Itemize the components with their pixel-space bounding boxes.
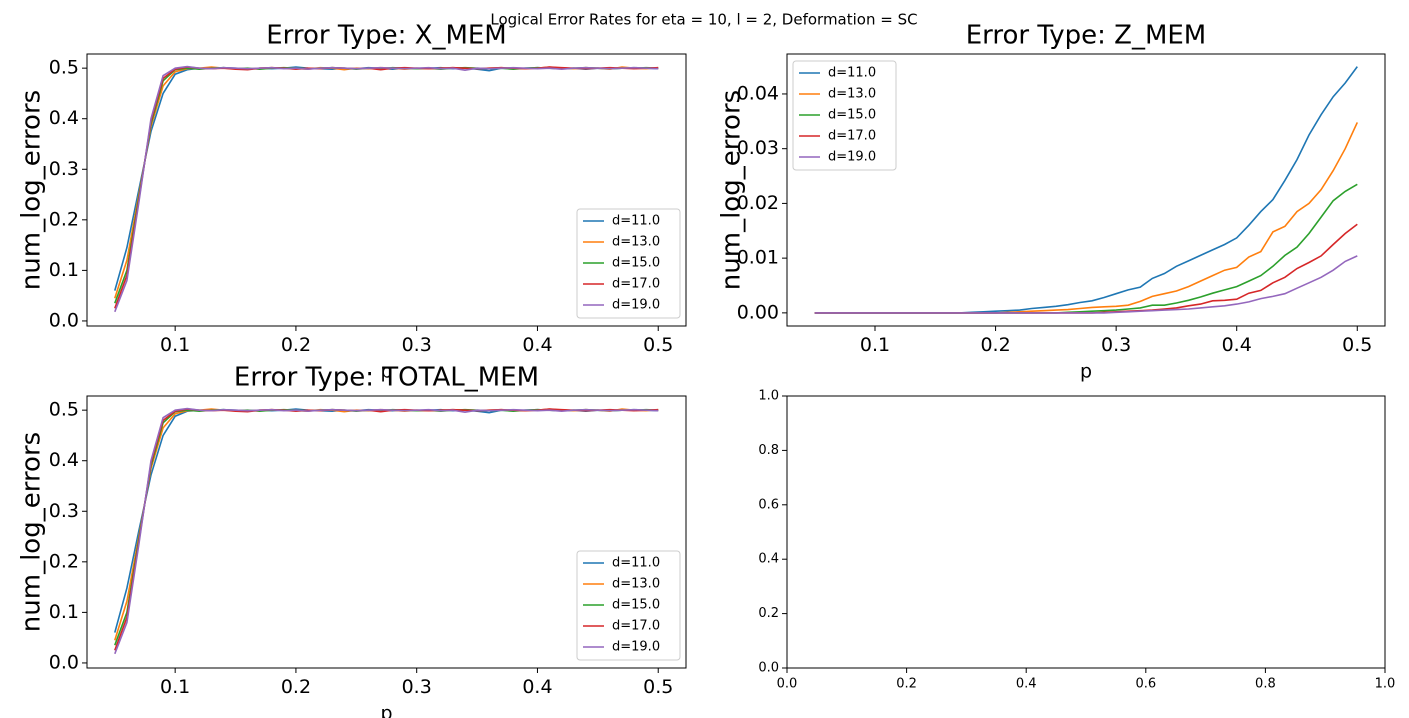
subplot-title: Error Type: Z_MEM (966, 21, 1207, 51)
axes-frame (786, 395, 1386, 669)
y-axis-label: num_log_errors (717, 90, 747, 290)
y-tick-label: 0.4 (49, 107, 79, 129)
y-axis-label: num_log_errors (17, 432, 47, 632)
legend-label: d=15.0 (828, 108, 876, 123)
y-tick-label: 0.8 (758, 443, 779, 458)
x-tick-label: 0.4 (522, 334, 552, 356)
legend-label: d=13.0 (828, 87, 876, 102)
y-tick-label: 0.2 (758, 606, 779, 621)
y-tick-label: 0.1 (49, 259, 79, 281)
x-tick-label: 0.3 (402, 334, 432, 356)
x-tick-label: 0.5 (643, 676, 673, 698)
x-tick-label: 1.0 (1375, 676, 1396, 691)
axes-frame (86, 53, 687, 327)
y-tick-label: 1.0 (758, 389, 779, 404)
y-tick-label: 0.0 (49, 309, 79, 331)
x-tick-label: 0.5 (1342, 334, 1372, 356)
x-tick-label: 0.8 (1255, 676, 1276, 691)
legend-box (576, 208, 681, 319)
y-tick-label: 0.3 (49, 158, 79, 180)
legend-label: d=19.0 (828, 150, 876, 165)
x-tick-label: 0.2 (281, 676, 311, 698)
legend-label: d=17.0 (612, 277, 660, 292)
legend-label: d=11.0 (612, 556, 660, 571)
x-axis-label: p (380, 703, 392, 718)
subplot: 0.1 0.2 0.3 0.4 0.5 0.00 0.01 0.02 0.03 0.04num_l… (717, 21, 1386, 383)
y-axis-label: num_log_errors (17, 90, 47, 290)
legend-label: d=19.0 (612, 640, 660, 655)
subplot-title: Error Type: TOTAL_MEM (234, 363, 539, 393)
y-tick-label: 0.2 (49, 550, 79, 572)
legend-label: d=11.0 (828, 66, 876, 81)
legend-box (792, 60, 897, 171)
y-tick-label: 0.03 (737, 137, 779, 159)
x-tick-label: 0.2 (896, 676, 917, 691)
legend: d=11.0 d=13.0 d=15.0 d=17.0 d=19.0 (576, 208, 681, 319)
x-axis-label: p (1080, 361, 1092, 383)
x-tick-label: 0.5 (643, 334, 673, 356)
legend-label: d=13.0 (612, 235, 660, 250)
legend-label: d=17.0 (828, 129, 876, 144)
data-line (814, 223, 1358, 314)
x-tick-label: 0.1 (160, 334, 190, 356)
x-tick-label: 0.4 (1222, 334, 1252, 356)
x-tick-label: 0.1 (860, 334, 890, 356)
x-tick-label: 0.3 (1101, 334, 1131, 356)
x-tick-label: 0.4 (522, 676, 552, 698)
y-tick-label: 0.6 (758, 497, 779, 512)
y-tick-label: 0.2 (49, 208, 79, 230)
legend-label: d=13.0 (612, 577, 660, 592)
y-tick-label: 0.4 (49, 449, 79, 471)
y-tick-label: 0.5 (49, 399, 79, 421)
y-tick-label: 0.01 (737, 247, 779, 269)
subplot: 0.0 0.2 0.4 0.6 0.8 1.0 0.0 0.2 0.4 0.6 0.8 1.0 (758, 389, 1395, 692)
y-tick-label: 0.5 (49, 57, 79, 79)
y-tick-label: 0.04 (737, 82, 779, 104)
y-tick-label: 0.3 (49, 500, 79, 522)
y-tick-label: 0.00 (737, 301, 779, 323)
x-tick-label: 0.6 (1135, 676, 1156, 691)
legend-label: d=17.0 (612, 619, 660, 634)
y-tick-label: 0.1 (49, 601, 79, 623)
legend: d=11.0 d=13.0 d=15.0 d=17.0 d=19.0 (792, 60, 897, 171)
subplot-title: Error Type: X_MEM (266, 21, 507, 51)
data-line (114, 407, 659, 655)
y-tick-label: 0.02 (737, 192, 779, 214)
subplot: 0.1 0.2 0.3 0.4 0.50.00.10.20.30.40.5num_log… (17, 21, 687, 383)
legend-box (576, 550, 681, 661)
subplot: 0.1 0.2 0.3 0.4 0.50.00.10.20.30.40.5num_log… (17, 363, 687, 718)
x-tick-label: 0.1 (160, 676, 190, 698)
legend-label: d=15.0 (612, 598, 660, 613)
axes-frame (86, 395, 687, 669)
x-tick-label: 0.0 (777, 676, 798, 691)
x-axis-label: p (380, 361, 392, 383)
x-tick-label: 0.3 (402, 676, 432, 698)
x-tick-label: 0.2 (980, 334, 1010, 356)
figure-title: Logical Error Rates for eta = 10, l = 2,… (490, 11, 917, 29)
y-tick-label: 0.0 (49, 651, 79, 673)
x-tick-label: 0.4 (1016, 676, 1037, 691)
y-tick-label: 0.0 (758, 661, 779, 676)
legend-label: d=15.0 (612, 256, 660, 271)
axes-frame (786, 53, 1386, 327)
data-line (114, 65, 659, 313)
x-tick-label: 0.2 (281, 334, 311, 356)
y-tick-label: 0.4 (758, 552, 779, 567)
legend-label: d=11.0 (612, 214, 660, 229)
data-line (814, 183, 1358, 314)
data-line (814, 255, 1358, 314)
legend-label: d=19.0 (612, 298, 660, 313)
legend: d=11.0 d=13.0 d=15.0 d=17.0 d=19.0 (576, 550, 681, 661)
